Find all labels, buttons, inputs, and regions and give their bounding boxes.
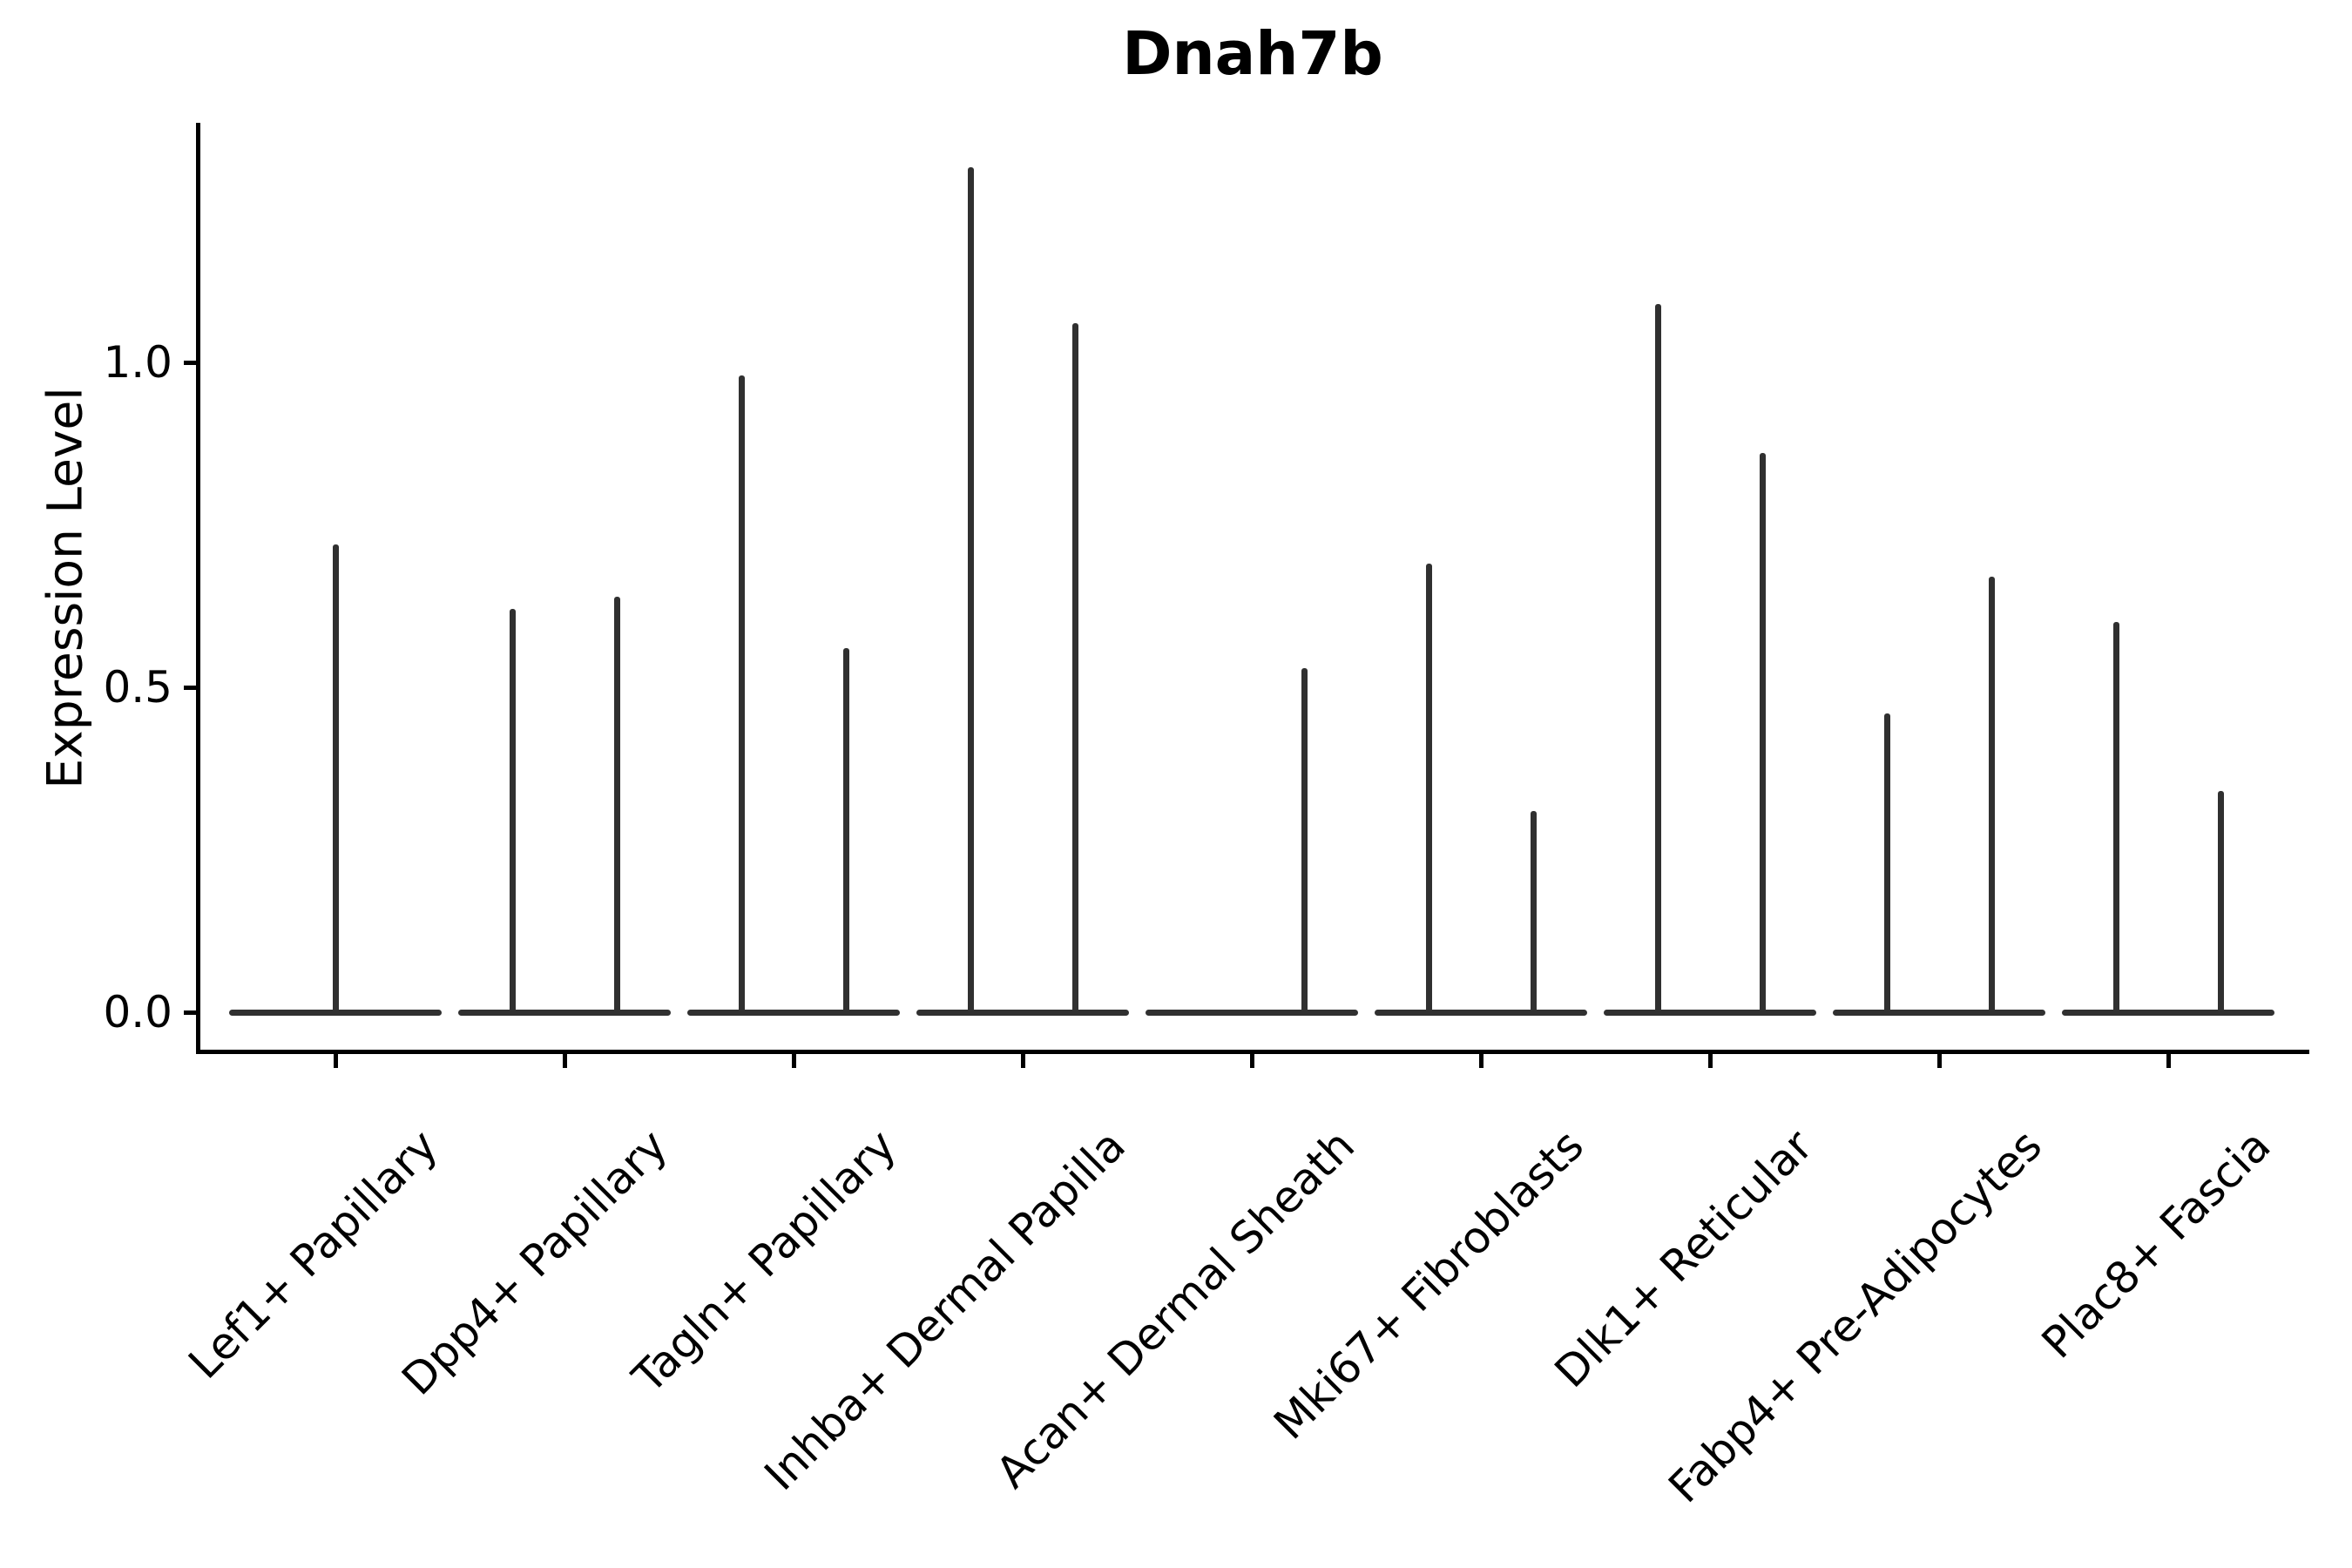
x-tick-label: Plac8+ Fascia	[2032, 1119, 2281, 1369]
violin-baseline	[916, 1009, 1129, 1016]
x-tick-mark	[791, 1054, 796, 1068]
violin-spike	[1425, 564, 1432, 1016]
chart-title: Dnah7b	[1122, 19, 1383, 89]
x-tick-mark	[333, 1054, 338, 1068]
y-tick-mark	[184, 1010, 197, 1015]
violin-spike	[1301, 667, 1308, 1016]
violin-baseline	[1146, 1009, 1358, 1016]
violin-spike	[1654, 303, 1661, 1016]
violin-spike	[613, 596, 620, 1016]
violin-spike	[1988, 577, 1995, 1016]
y-tick-label: 0.5	[103, 662, 172, 713]
y-tick-label: 0.0	[103, 987, 172, 1037]
y-tick-mark	[184, 685, 197, 690]
x-tick-label: Dlk1+ Reticular	[1544, 1119, 1822, 1398]
violin-baseline	[2062, 1009, 2274, 1016]
x-tick-mark	[1936, 1054, 1942, 1068]
x-tick-mark	[2166, 1054, 2171, 1068]
x-tick-mark	[1020, 1054, 1025, 1068]
violin-spike	[509, 609, 516, 1016]
violin-spike	[738, 375, 745, 1016]
violin-spike	[967, 167, 974, 1016]
x-tick-label: Fabp4+ Pre-Adipocytes	[1659, 1119, 2051, 1513]
violin-baseline	[1833, 1009, 2045, 1016]
violin-spike	[1883, 713, 1890, 1016]
violin-baseline	[458, 1009, 671, 1016]
x-tick-mark	[1478, 1054, 1484, 1068]
violin-baseline	[687, 1009, 900, 1016]
y-tick-label: 1.0	[103, 337, 172, 388]
violin-spike	[2112, 622, 2119, 1016]
violin-spike	[2217, 791, 2224, 1016]
violin-spike	[1759, 453, 1766, 1016]
x-axis-spine	[196, 1050, 2309, 1054]
x-tick-mark	[1707, 1054, 1713, 1068]
y-tick-mark	[184, 360, 197, 365]
x-tick-mark	[562, 1054, 567, 1068]
violin-spike	[1071, 323, 1078, 1016]
x-tick-label: Lef1+ Papillary	[179, 1119, 448, 1389]
y-axis-spine	[196, 123, 200, 1054]
violin-spike	[1530, 810, 1537, 1016]
violin-spike	[842, 648, 849, 1016]
violin-baseline	[1604, 1009, 1816, 1016]
y-axis-label: Expression Level	[37, 387, 93, 789]
violin-spike	[332, 544, 339, 1016]
x-tick-mark	[1249, 1054, 1254, 1068]
violin-baseline	[1375, 1009, 1587, 1016]
